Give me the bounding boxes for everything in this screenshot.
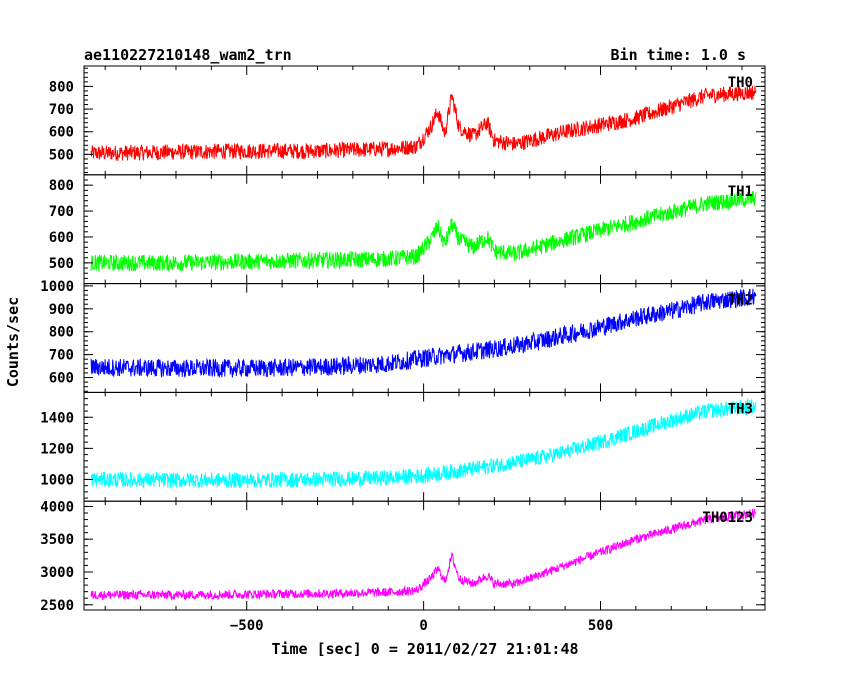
panel-label-th0123: TH0123 (702, 510, 753, 526)
y-tick-label: 800 (49, 178, 74, 194)
bin-time-label: Bin time: 1.0 s (611, 46, 746, 64)
x-tick-label: 500 (588, 618, 613, 634)
y-tick-label: 600 (49, 371, 74, 387)
y-tick-label: 1000 (40, 472, 74, 488)
panel-th3: 1000 1200 1400 TH3 (40, 391, 766, 502)
panel-label-th1: TH1 (728, 184, 753, 200)
y-tick-label: 3500 (40, 532, 74, 548)
y-tick-label: 1000 (40, 279, 74, 295)
y-tick-label: 500 (49, 256, 74, 272)
panel-th0: 500 600 700 800 TH0 (49, 65, 766, 176)
y-tick-label: 700 (49, 102, 74, 118)
y-tick-label: 600 (49, 230, 74, 246)
panel-frame-th0123 (83, 500, 766, 611)
series-line-th0 (90, 85, 757, 161)
y-tick-label: 800 (49, 325, 74, 341)
series-line-th1 (90, 190, 757, 272)
x-axis-label: Time [sec] 0 = 2011/02/27 21:01:48 (271, 640, 578, 658)
series-line-th0123 (90, 508, 757, 601)
y-axis-label: Counts/sec (4, 297, 22, 387)
x-tick-label: 0 (419, 618, 427, 634)
y-tick-label: 1200 (40, 441, 74, 457)
y-tick-label: 4000 (40, 499, 74, 515)
panel-th1: 500 600 700 800 TH1 (49, 174, 766, 285)
x-tick-label: −500 (230, 618, 264, 634)
y-tick-label: 1400 (40, 410, 74, 426)
y-tick-label: 3000 (40, 565, 74, 581)
y-tick-label: 2500 (40, 598, 74, 614)
y-tick-label: 800 (49, 79, 74, 95)
y-tick-label: 700 (49, 348, 74, 364)
series-line-th2 (90, 288, 757, 379)
y-tick-label: 900 (49, 302, 74, 318)
y-tick-label: 700 (49, 204, 74, 220)
panel-frame-th3 (83, 391, 766, 502)
chart-panels: 500 600 700 800 TH0 500 600 700 800 TH1 600 700 800 9… (40, 65, 766, 634)
panel-frame-th0 (83, 65, 766, 176)
y-tick-label: 600 (49, 125, 74, 141)
chart-title: ae110227210148_wam2_trn (84, 46, 292, 64)
panel-label-th2: TH2 (728, 293, 753, 309)
panel-frame-th2 (83, 283, 766, 393)
y-tick-label: 500 (49, 147, 74, 163)
panel-th2: 600 700 800 900 1000 TH2 (40, 279, 766, 393)
panel-th0123: 2500 3000 3500 4000 TH0123 −500 0 500 (40, 499, 766, 634)
series-line-th3 (90, 398, 757, 489)
panel-label-th0: TH0 (728, 75, 753, 91)
panel-label-th3: TH3 (728, 401, 753, 417)
